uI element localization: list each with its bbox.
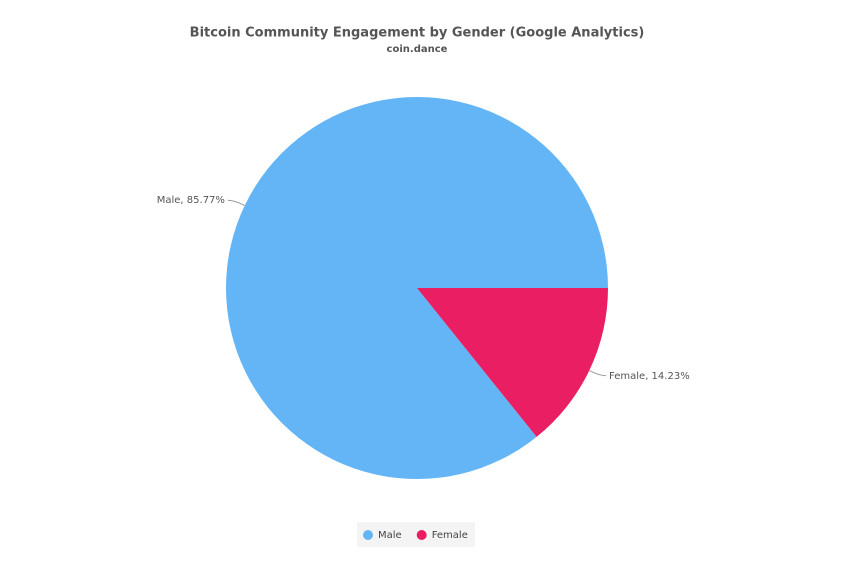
legend-box	[357, 522, 475, 547]
chart-subtitle: coin.dance	[387, 44, 448, 55]
pie-slice	[417, 288, 608, 437]
data-label: Female, 14.23%	[609, 371, 690, 382]
chart-title: Bitcoin Community Engagement by Gender (…	[190, 26, 645, 41]
data-label: Male, 85.77%	[157, 195, 225, 206]
legend-label[interactable]: Male	[378, 530, 402, 541]
label-connector	[589, 370, 607, 377]
legend-label[interactable]: Female	[432, 530, 468, 541]
label-connector	[227, 199, 245, 206]
pie-slice	[225, 97, 608, 480]
legend-symbol	[363, 530, 373, 540]
legend-symbol	[416, 530, 427, 540]
